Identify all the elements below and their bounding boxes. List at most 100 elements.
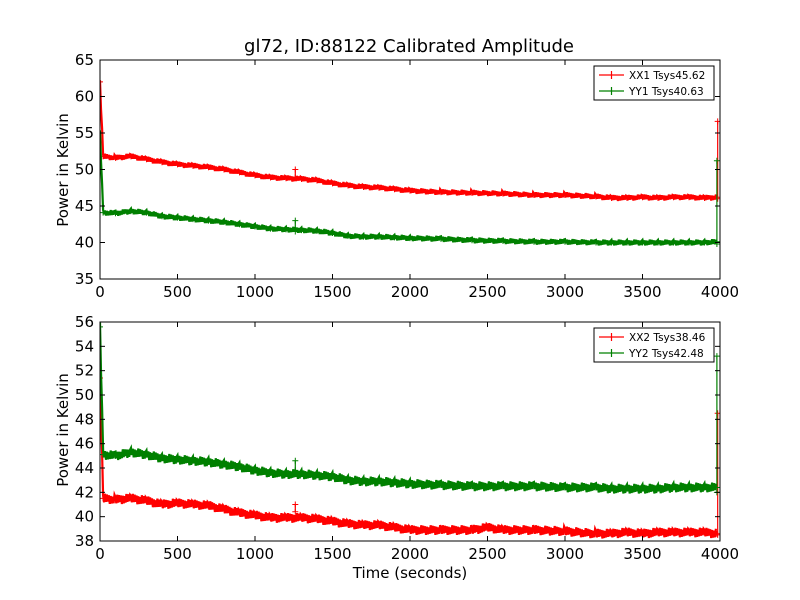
y-tick-label: 65 — [75, 51, 94, 69]
data-point — [174, 214, 181, 221]
data-point — [283, 514, 289, 521]
data-point — [376, 233, 382, 240]
legend-entry: YY2 Tsys42.48 — [628, 348, 704, 360]
data-point — [639, 530, 646, 537]
legend-entry: YY1 Tsys40.63 — [628, 86, 704, 98]
x-tick-label: 1000 — [236, 283, 274, 301]
data-point — [438, 189, 444, 196]
x-tick-label: 1500 — [313, 545, 351, 563]
data-point — [686, 239, 692, 246]
x-tick-label: 0 — [95, 283, 105, 301]
y-tick-label: 38 — [75, 532, 94, 550]
data-point — [221, 219, 227, 226]
legend-box — [593, 65, 715, 101]
data-point — [670, 239, 677, 246]
data-point — [469, 237, 475, 244]
x-tick-label: 3000 — [546, 545, 584, 563]
data-point — [267, 225, 274, 232]
x-tick-label: 500 — [163, 545, 192, 563]
data-point — [701, 239, 708, 246]
data-point — [236, 221, 243, 228]
spike-marker — [292, 508, 299, 515]
legend-box — [593, 327, 715, 363]
data-point — [608, 485, 615, 492]
y-tick-label: 45 — [75, 197, 94, 215]
data-point — [112, 154, 119, 161]
data-point — [298, 227, 305, 234]
legend: XX1 Tsys45.62 YY1 Tsys40.63 — [593, 65, 715, 101]
spike-marker — [292, 467, 299, 474]
data-point — [267, 174, 274, 181]
data-point — [329, 180, 336, 187]
data-point — [236, 169, 243, 176]
data-point — [500, 527, 506, 534]
series-1 — [100, 374, 720, 539]
data-point — [345, 232, 351, 239]
data-point — [314, 227, 320, 234]
data-point — [100, 495, 107, 502]
data-point — [655, 194, 661, 201]
data-point — [500, 238, 506, 245]
data-point — [531, 483, 537, 490]
x-tick-label: 2000 — [391, 283, 429, 301]
data-point — [205, 164, 212, 171]
y-tick-label: 50 — [75, 386, 94, 404]
data-point — [252, 467, 258, 474]
legend-entry: XX2 Tsys38.46 — [629, 332, 706, 344]
y-tick-label: 54 — [75, 337, 94, 355]
data-point — [407, 187, 413, 194]
data-point — [298, 514, 305, 521]
data-point — [670, 529, 677, 536]
data-point — [159, 455, 165, 462]
legend-entry: XX1 Tsys45.62 — [629, 70, 705, 82]
data-point — [562, 192, 568, 199]
data-point — [100, 323, 103, 330]
bottom-panel: Power in Kelvin Time (seconds) 0 500 1000 1… — [54, 313, 739, 582]
y-tick-label: 52 — [75, 362, 94, 380]
data-point — [298, 175, 305, 182]
data-point — [283, 471, 289, 478]
data-point — [593, 193, 599, 200]
spike-marker — [292, 217, 299, 224]
data-point — [314, 177, 320, 184]
data-point — [143, 156, 150, 163]
data-point — [128, 153, 134, 160]
data-point — [376, 478, 382, 485]
data-point — [391, 234, 398, 241]
data-point — [143, 497, 150, 504]
data-point — [159, 213, 165, 220]
data-point — [329, 518, 336, 525]
data-point — [562, 528, 568, 535]
data-point — [593, 530, 599, 537]
data-point — [686, 484, 692, 491]
data-point — [391, 186, 398, 193]
x-tick-label: 1500 — [313, 283, 351, 301]
data-point — [143, 451, 150, 458]
data-point — [701, 529, 708, 536]
data-point — [500, 483, 506, 490]
data-point — [159, 159, 165, 166]
x-tick-label: 2000 — [391, 545, 429, 563]
data-point — [391, 479, 398, 486]
data-point — [128, 495, 134, 502]
data-point — [314, 516, 320, 523]
data-point — [624, 485, 630, 492]
data-point — [639, 194, 646, 201]
data-point — [484, 524, 491, 531]
spike-marker — [292, 228, 299, 235]
x-axis-label: Time (seconds) — [352, 564, 468, 582]
y-tick-label: 48 — [75, 410, 94, 428]
x-tick-label: 3000 — [546, 283, 584, 301]
data-point — [345, 520, 351, 527]
data-point — [159, 501, 165, 508]
data-point — [221, 461, 227, 468]
data-point — [670, 194, 677, 201]
data-point — [593, 484, 599, 491]
data-point — [128, 208, 134, 215]
data-point — [670, 484, 677, 491]
x-tick-label: 2500 — [468, 283, 506, 301]
data-point — [639, 485, 646, 492]
y-tick-label: 50 — [75, 161, 94, 179]
data-point — [298, 471, 305, 478]
